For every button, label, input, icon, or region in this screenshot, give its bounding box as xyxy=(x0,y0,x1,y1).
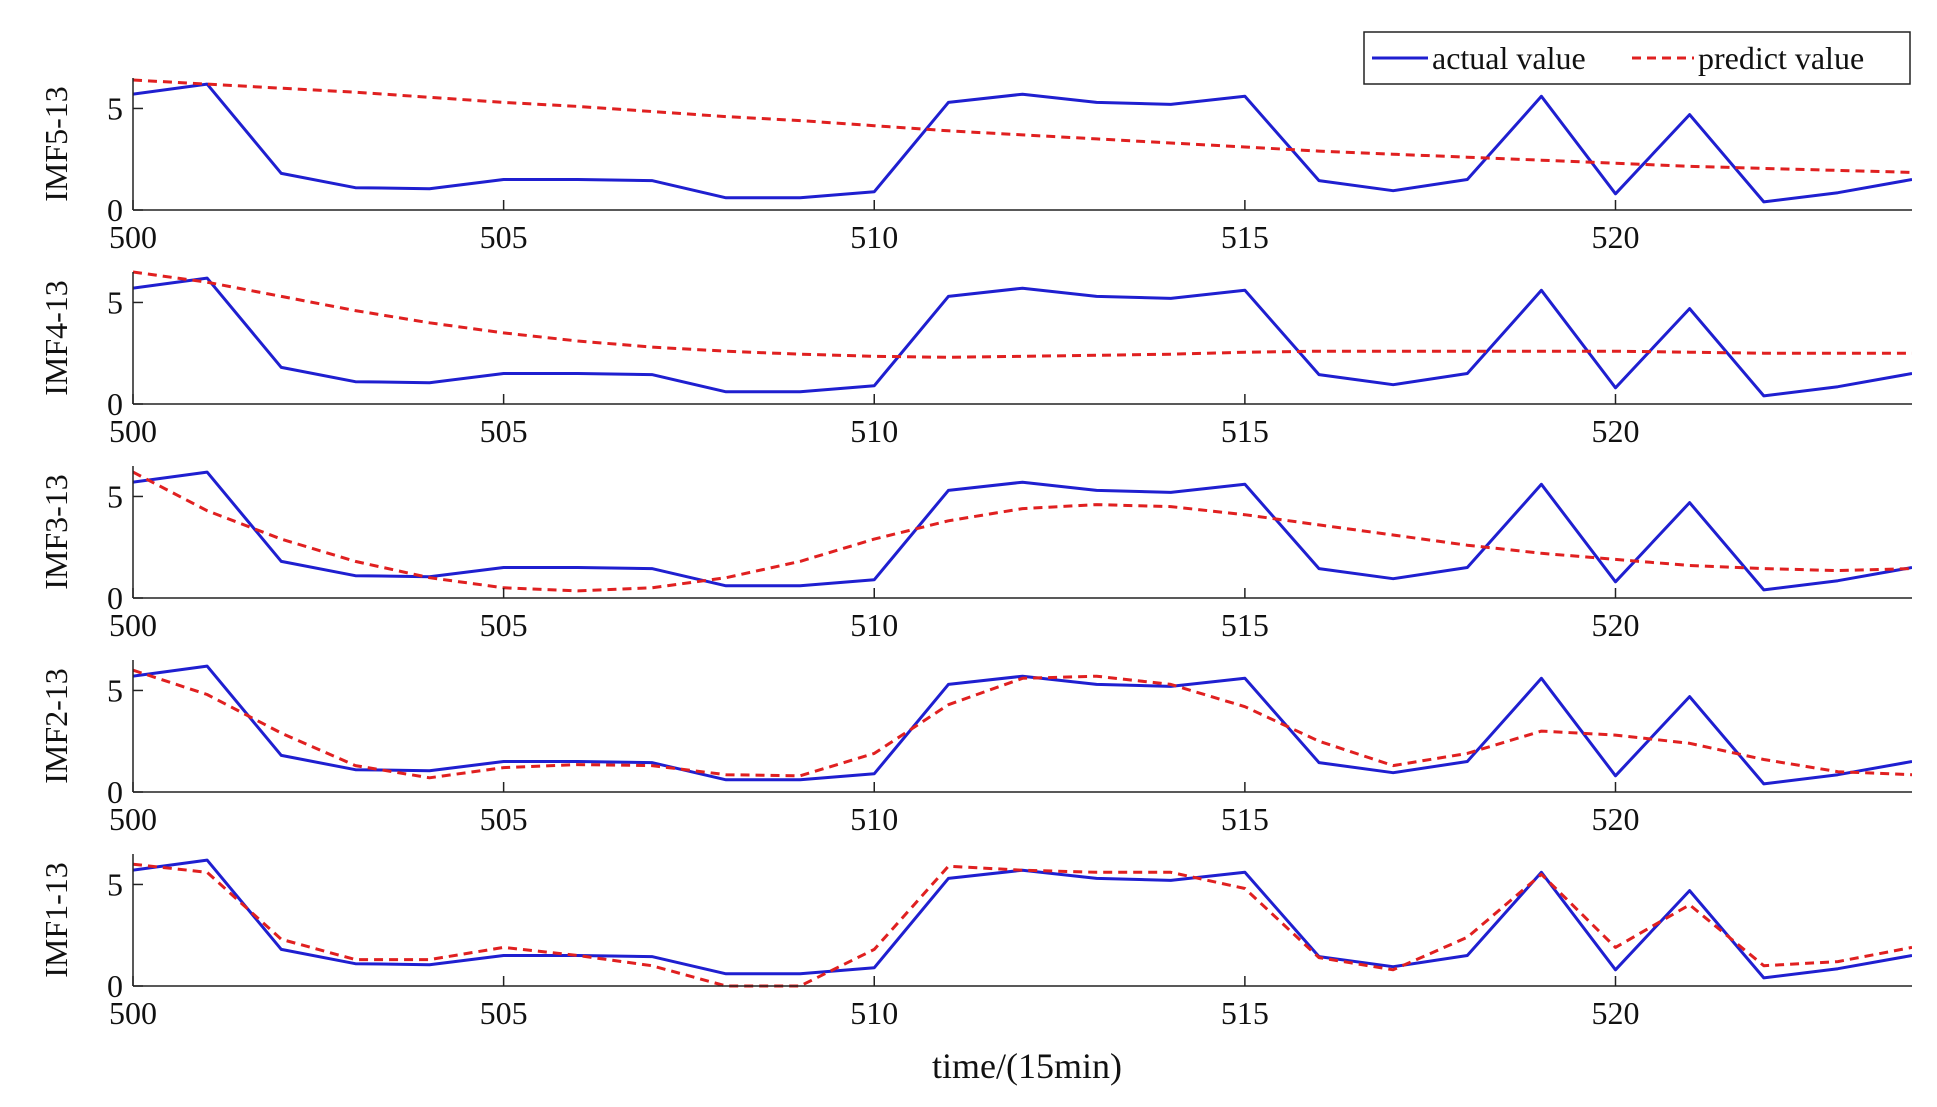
series-line-predict xyxy=(133,78,1912,174)
series-line-predict xyxy=(133,862,1912,988)
x-tick-label: 505 xyxy=(480,219,528,255)
subplot-5: 500 505 510 515 520 0 5 IMF1-13 xyxy=(38,854,1912,1031)
x-tick-label: 520 xyxy=(1592,607,1640,643)
x-tick-label: 510 xyxy=(850,995,898,1031)
x-tick-label: 500 xyxy=(109,413,157,449)
x-tick-label: 520 xyxy=(1592,995,1640,1031)
x-tick-label: 500 xyxy=(109,801,157,837)
series-line-predict xyxy=(133,470,1912,593)
subplot-2: 500 505 510 515 520 0 5 IMF4-13 xyxy=(38,270,1912,449)
y-tick-label: 5 xyxy=(107,866,123,902)
y-tick-label: 5 xyxy=(107,672,123,708)
subplot-1: 500 505 510 515 520 0 5 IMF5-13 xyxy=(38,78,1912,255)
x-tick-label: 515 xyxy=(1221,607,1269,643)
x-tick-label: 510 xyxy=(850,413,898,449)
x-tick-label: 505 xyxy=(480,995,528,1031)
y-tick-label: 0 xyxy=(107,968,123,1004)
y-tick-label: 0 xyxy=(107,386,123,422)
y-axis-label: IMF1-13 xyxy=(38,862,74,978)
x-tick-label: 515 xyxy=(1221,801,1269,837)
series-line-predict xyxy=(133,270,1912,359)
x-tick-label: 520 xyxy=(1592,801,1640,837)
y-tick-label: 0 xyxy=(107,192,123,228)
x-tick-label: 505 xyxy=(480,801,528,837)
y-tick-label: 0 xyxy=(107,774,123,810)
legend-label-predict: predict value xyxy=(1698,40,1864,76)
x-tick-label: 500 xyxy=(109,995,157,1031)
y-tick-label: 5 xyxy=(107,90,123,126)
x-tick-label: 515 xyxy=(1221,995,1269,1031)
series-line-actual xyxy=(133,276,1912,398)
series-line-actual xyxy=(133,82,1912,204)
x-tick-label: 520 xyxy=(1592,219,1640,255)
x-tick-label: 510 xyxy=(850,801,898,837)
x-tick-label: 505 xyxy=(480,413,528,449)
series-line-actual xyxy=(133,858,1912,980)
legend-label-actual: actual value xyxy=(1432,40,1586,76)
x-tick-label: 510 xyxy=(850,607,898,643)
x-tick-label: 515 xyxy=(1221,219,1269,255)
x-tick-label: 510 xyxy=(850,219,898,255)
y-axis-label: IMF4-13 xyxy=(38,280,74,396)
y-tick-label: 5 xyxy=(107,284,123,320)
x-axis-label: time/(15min) xyxy=(932,1046,1122,1086)
y-tick-label: 5 xyxy=(107,478,123,514)
legend: actual value predict value xyxy=(1363,31,1911,85)
series-line-predict xyxy=(133,668,1912,780)
y-tick-label: 0 xyxy=(107,580,123,616)
x-tick-label: 500 xyxy=(109,219,157,255)
subplot-3: 500 505 510 515 520 0 5 IMF3-13 xyxy=(38,466,1912,643)
x-tick-label: 515 xyxy=(1221,413,1269,449)
x-tick-label: 500 xyxy=(109,607,157,643)
subplot-4: 500 505 510 515 520 0 5 IMF2-13 xyxy=(38,660,1912,837)
x-tick-label: 505 xyxy=(480,607,528,643)
x-tick-label: 520 xyxy=(1592,413,1640,449)
series-line-actual xyxy=(133,664,1912,786)
y-axis-label: IMF2-13 xyxy=(38,668,74,784)
y-axis-label: IMF3-13 xyxy=(38,474,74,590)
y-axis-label: IMF5-13 xyxy=(38,86,74,202)
